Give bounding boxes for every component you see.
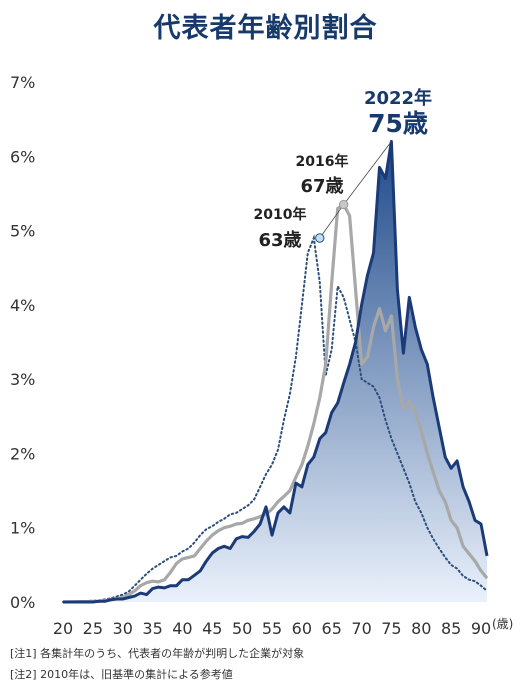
- x-tick-label: 20: [53, 619, 73, 638]
- x-tick-label: 45: [202, 619, 222, 638]
- x-tick-label: 65: [322, 619, 342, 638]
- y-tick-label: 4%: [10, 296, 35, 315]
- x-tick-label: 50: [232, 619, 252, 638]
- series-layer: [62, 139, 489, 604]
- y-tick-label: 3%: [10, 370, 35, 389]
- x-axis-unit: (歳): [492, 617, 513, 631]
- y-tick-label: 0%: [10, 593, 35, 612]
- x-tick-label: 55: [262, 619, 282, 638]
- series-2010-line: [62, 234, 488, 603]
- y-tick-label: 5%: [10, 222, 35, 241]
- x-tick-label: 40: [172, 619, 192, 638]
- annotation-2010-year: 2010年: [254, 206, 307, 223]
- peak-marker-2010: [315, 233, 325, 243]
- peak-marker-2016: [338, 199, 349, 210]
- x-tick-label: 80: [411, 619, 431, 638]
- y-axis-ticks: 0% 1% 2% 3% 4% 5% 6% 7%: [10, 73, 35, 612]
- chart-title: 代表者年齢別割合: [153, 13, 378, 44]
- x-tick-label: 85: [441, 619, 461, 638]
- series-2022-area: [63, 141, 487, 602]
- x-tick-label: 70: [351, 619, 371, 638]
- annotation-2022-age: 75歳: [368, 109, 428, 138]
- y-tick-label: 7%: [10, 73, 35, 92]
- x-axis-ticks: 20 25 30 35 40 45 50 55 60 65 70 75 80 85 90: [53, 619, 491, 638]
- x-tick-label: 60: [292, 619, 312, 638]
- x-tick-label: 90: [471, 619, 491, 638]
- y-tick-label: 6%: [10, 147, 35, 166]
- series-2022-line: [63, 139, 489, 604]
- annotation-2016-age: 67歳: [300, 176, 343, 197]
- series-2016-line: [62, 203, 489, 604]
- footnote-1: [注1] 各集計年のうち、代表者の年齢が判明した企業が対象: [10, 647, 305, 660]
- x-tick-label: 75: [381, 619, 401, 638]
- annotation-2022-year: 2022年: [364, 87, 432, 109]
- x-tick-label: 35: [142, 619, 162, 638]
- y-tick-label: 1%: [10, 519, 35, 538]
- annotation-2016-year: 2016年: [296, 153, 349, 170]
- y-tick-label: 2%: [10, 444, 35, 463]
- annotation-2010-age: 63歳: [258, 230, 301, 251]
- footnote-2: [注2] 2010年は、旧基準の集計による参考値: [10, 668, 233, 681]
- x-tick-label: 25: [83, 619, 103, 638]
- x-tick-label: 30: [113, 619, 133, 638]
